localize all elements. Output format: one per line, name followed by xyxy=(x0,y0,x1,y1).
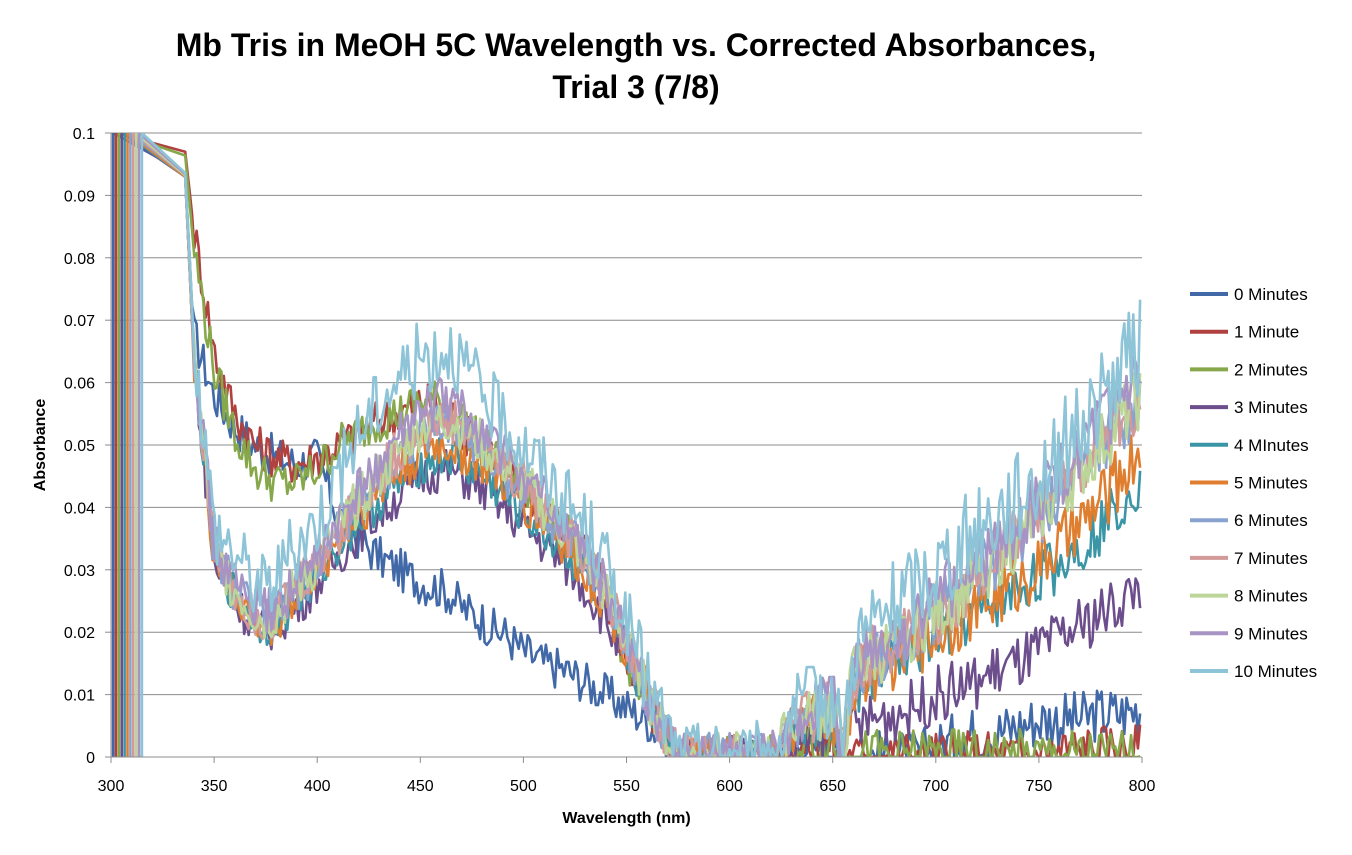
legend-label: 10 Minutes xyxy=(1234,662,1317,681)
y-axis-label: Absorbance xyxy=(32,399,49,492)
series-lines xyxy=(111,133,1142,757)
legend-label: 3 Minutes xyxy=(1234,398,1308,417)
legend-label: 5 Minutes xyxy=(1234,474,1308,493)
y-tick-label: 0.04 xyxy=(64,500,95,517)
x-tick-label: 400 xyxy=(304,778,331,795)
y-tick-label: 0.06 xyxy=(64,376,95,393)
legend-label: 1 Minute xyxy=(1234,323,1299,342)
y-tick-label: 0.1 xyxy=(73,126,95,143)
chart-title: Mb Tris in MeOH 5C Wavelength vs. Correc… xyxy=(0,24,1272,108)
x-tick-label: 800 xyxy=(1129,778,1156,795)
y-tick-label: 0.09 xyxy=(64,188,95,205)
y-tick-labels: 0 0.01 0.02 0.03 0.04 0.05 0.06 0.07 0.08 0.09 0.1 xyxy=(64,126,95,767)
x-tick-label: 750 xyxy=(1026,778,1053,795)
legend-label: 7 Minutes xyxy=(1234,549,1308,568)
y-tick-label: 0 xyxy=(86,750,95,767)
x-tick-label: 300 xyxy=(98,778,125,795)
x-tick-label: 350 xyxy=(201,778,228,795)
chart-title-line-1: Mb Tris in MeOH 5C Wavelength vs. Correc… xyxy=(175,27,1097,63)
y-tick-label: 0.08 xyxy=(64,251,95,268)
x-tick-label: 550 xyxy=(613,778,640,795)
legend-label: 8 Minutes xyxy=(1234,587,1308,606)
x-tick-label: 500 xyxy=(510,778,537,795)
legend-label: 2 Minutes xyxy=(1234,360,1308,379)
x-tick-label: 450 xyxy=(407,778,434,795)
series-line xyxy=(140,133,1142,757)
x-tick-label: 700 xyxy=(922,778,949,795)
axes xyxy=(105,132,1143,763)
y-tick-label: 0.02 xyxy=(64,625,95,642)
x-tick-label: 600 xyxy=(716,778,743,795)
chart-title-line-2: Trial 3 (7/8) xyxy=(552,69,720,105)
y-tick-label: 0.03 xyxy=(64,563,95,580)
legend-label: 0 Minutes xyxy=(1234,285,1308,304)
x-tick-label: 650 xyxy=(819,778,846,795)
y-tick-label: 0.01 xyxy=(64,688,95,705)
legend-label: 9 Minutes xyxy=(1234,624,1308,643)
x-axis-label: Wavelength (nm) xyxy=(562,810,690,827)
y-tick-label: 0.07 xyxy=(64,313,95,330)
legend: 0 Minutes 1 Minute 2 Minutes 3 Minutes 4 MIn… xyxy=(1190,285,1317,681)
y-tick-label: 0.05 xyxy=(64,438,95,455)
legend-label: 4 MInutes xyxy=(1234,436,1309,455)
x-tick-labels: 300 350 400 450 500 550 600 650 700 750 800 xyxy=(98,778,1156,795)
legend-label: 6 Minutes xyxy=(1234,511,1308,530)
